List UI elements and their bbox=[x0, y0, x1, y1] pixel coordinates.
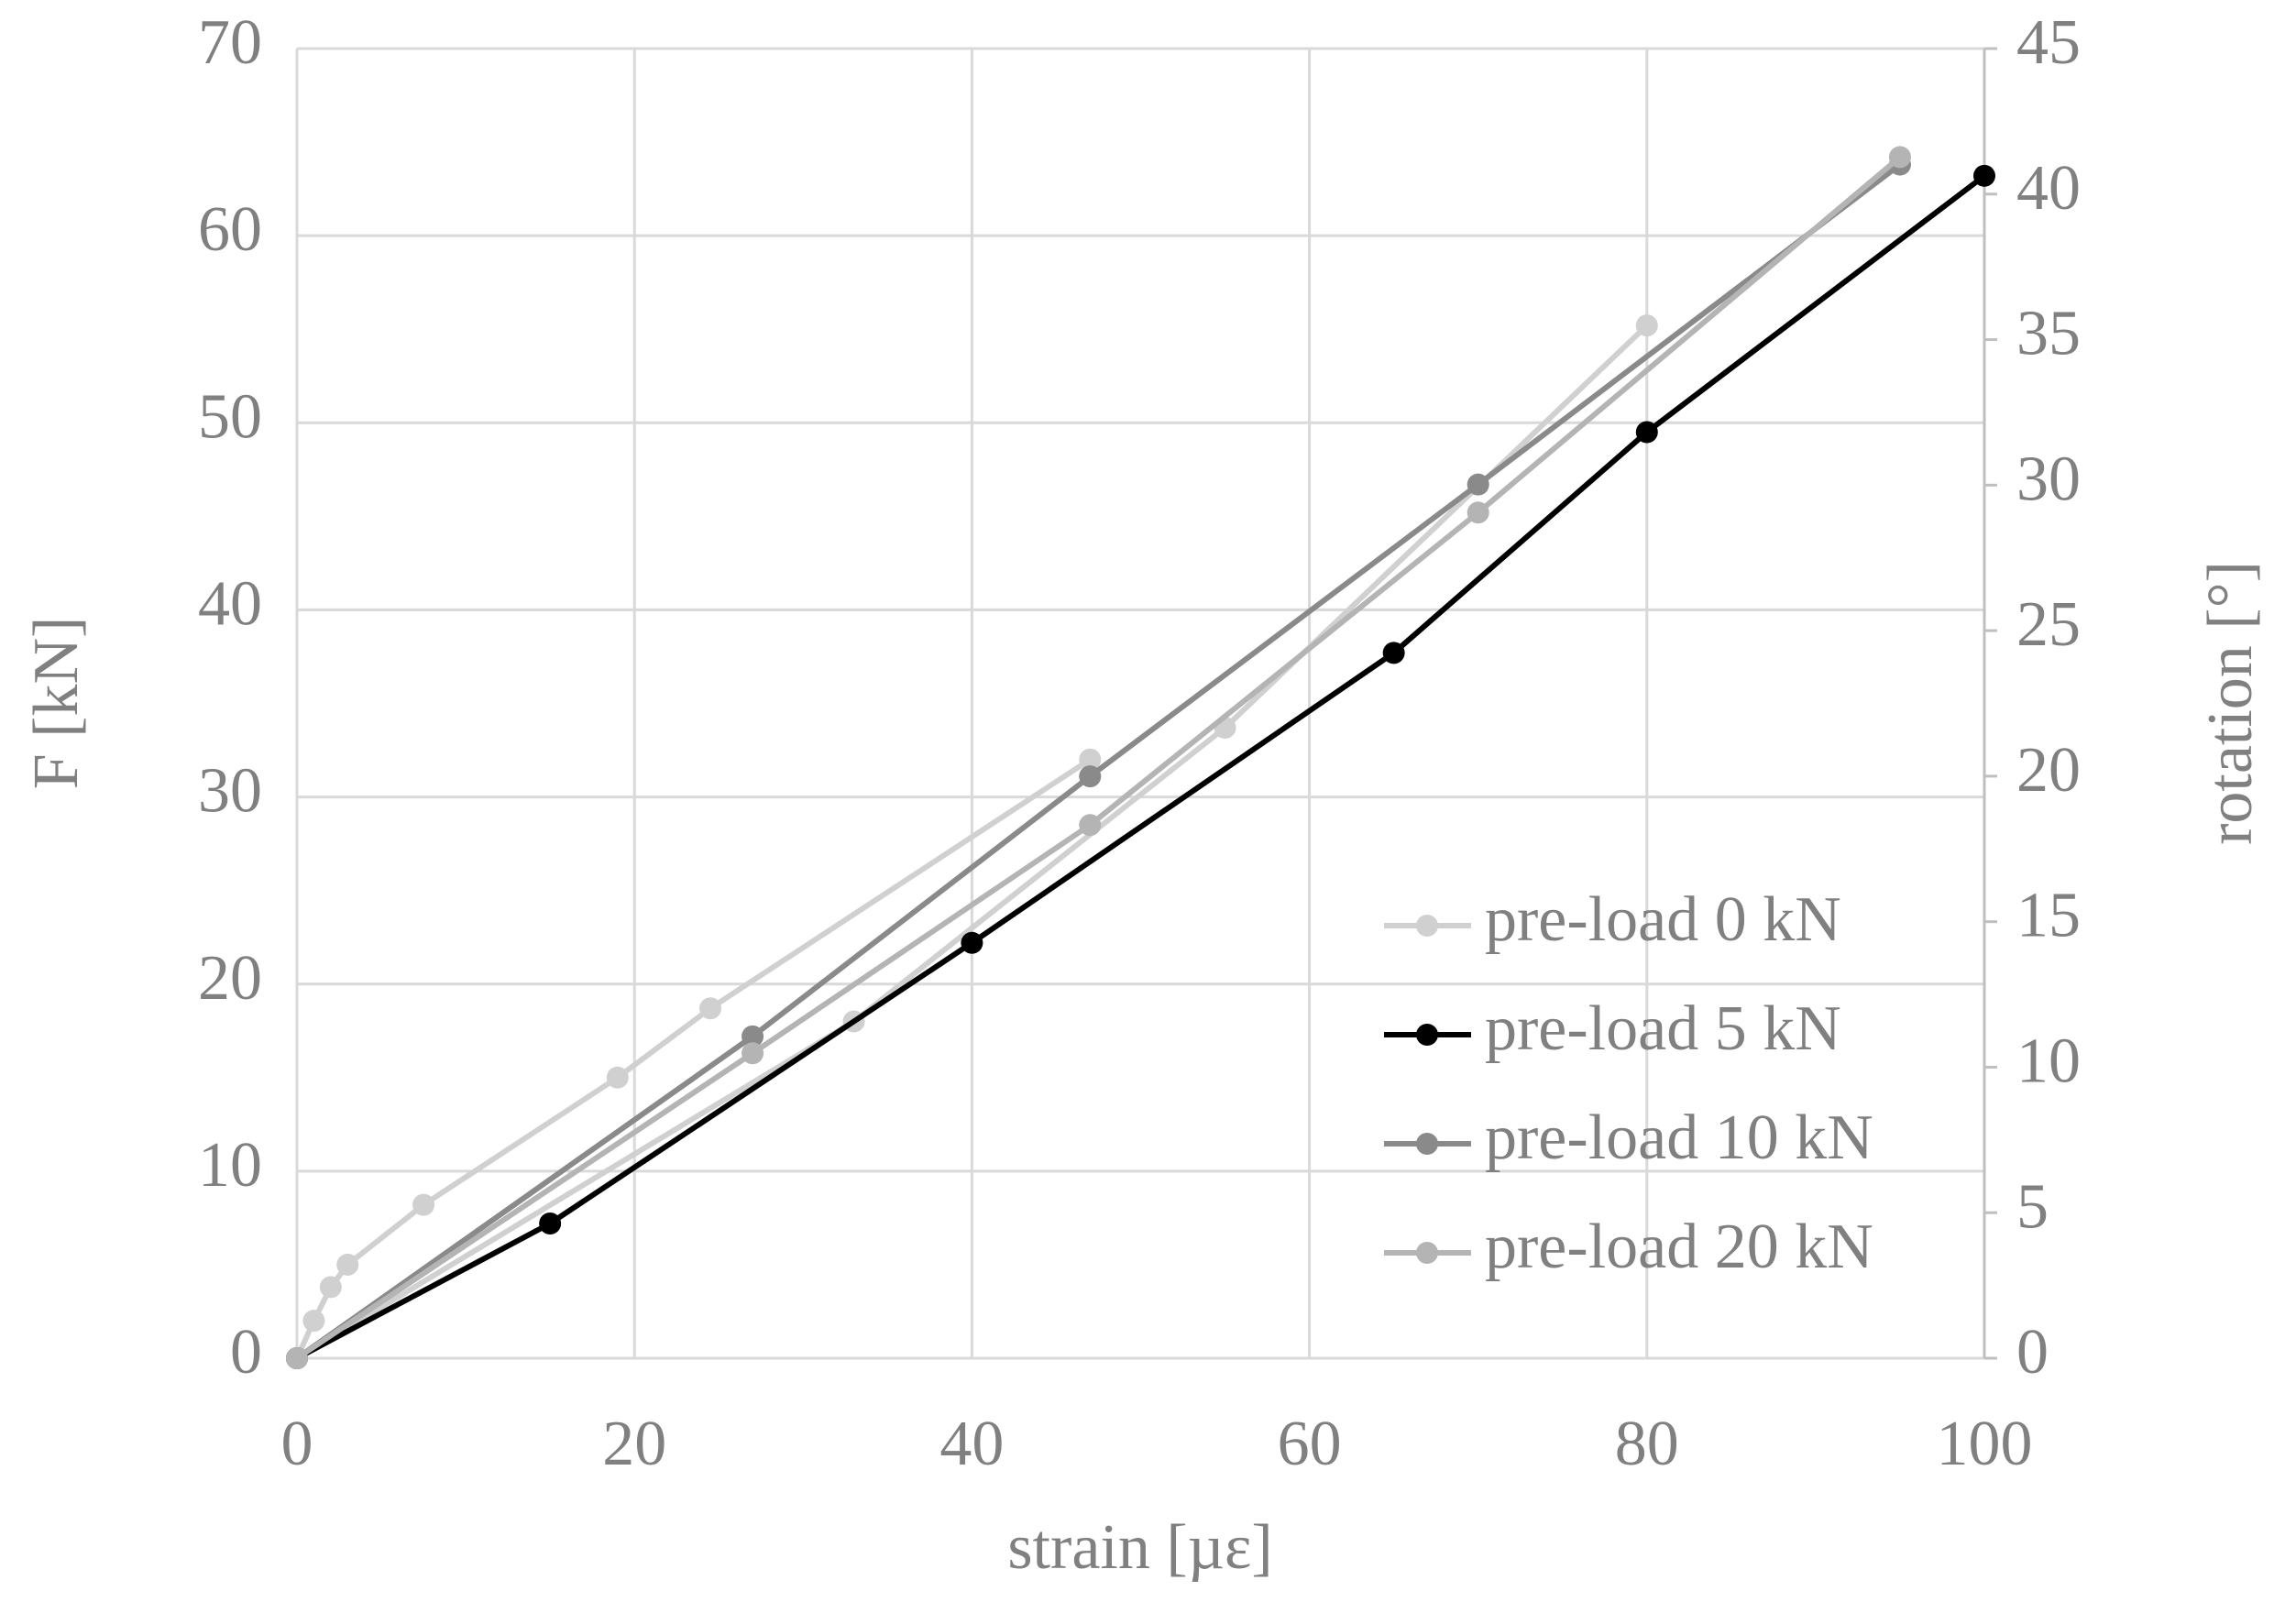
data-point bbox=[412, 1193, 435, 1216]
y2-tick-label: 45 bbox=[2016, 7, 2081, 78]
y2-axis-label: rotation [°] bbox=[2195, 561, 2266, 845]
y-axis-label: F [kN] bbox=[21, 617, 92, 790]
y2-tick-label: 15 bbox=[2016, 881, 2081, 951]
legend-label: pre-load 5 kN bbox=[1485, 993, 1841, 1064]
legend-marker bbox=[1416, 915, 1438, 937]
y2-tick-label: 0 bbox=[2016, 1317, 2049, 1388]
legend-marker bbox=[1416, 1133, 1438, 1155]
x-tick-label: 60 bbox=[1278, 1409, 1342, 1479]
y2-tick-label: 25 bbox=[2016, 589, 2081, 660]
data-point bbox=[302, 1310, 325, 1333]
y2-tick-label: 10 bbox=[2016, 1026, 2081, 1097]
y-tick-label: 40 bbox=[198, 568, 262, 639]
y-tick-label: 60 bbox=[198, 194, 262, 265]
data-point bbox=[742, 1025, 764, 1048]
data-point bbox=[539, 1213, 562, 1235]
series-line bbox=[295, 173, 1986, 1361]
legend-label: pre-load 0 kN bbox=[1485, 884, 1841, 955]
y2-tick-label: 30 bbox=[2016, 444, 2081, 514]
x-tick-label: 40 bbox=[939, 1409, 1004, 1479]
x-tick-label: 100 bbox=[1937, 1409, 2033, 1479]
y-tick-label: 20 bbox=[198, 943, 262, 1014]
data-point bbox=[1079, 814, 1102, 837]
y2-tick-label: 5 bbox=[2016, 1171, 2049, 1242]
y-tick-label: 30 bbox=[198, 756, 262, 827]
data-point bbox=[742, 1042, 764, 1065]
y2-tick-label: 35 bbox=[2016, 299, 2081, 369]
data-point bbox=[1467, 473, 1489, 496]
data-point bbox=[1635, 421, 1658, 444]
x-axis-label: strain [µε] bbox=[1007, 1512, 1272, 1583]
data-point bbox=[1467, 501, 1489, 524]
y2-tick-label: 40 bbox=[2016, 153, 2081, 224]
y-tick-label: 0 bbox=[230, 1317, 262, 1388]
legend-label: pre-load 20 kN bbox=[1485, 1212, 1873, 1282]
data-point bbox=[699, 997, 722, 1020]
data-point bbox=[1635, 314, 1658, 337]
data-point bbox=[336, 1253, 359, 1276]
data-point bbox=[1079, 748, 1102, 771]
x-tick-label: 0 bbox=[281, 1409, 313, 1479]
data-point bbox=[1973, 164, 1995, 187]
y-tick-label: 70 bbox=[198, 7, 262, 78]
legend-label: pre-load 10 kN bbox=[1485, 1103, 1873, 1173]
data-point bbox=[1382, 642, 1405, 664]
y-tick-label: 10 bbox=[198, 1130, 262, 1201]
legend-marker bbox=[1416, 1024, 1438, 1046]
y-tick-label: 50 bbox=[198, 381, 262, 452]
data-point bbox=[319, 1276, 342, 1299]
data-point bbox=[1888, 146, 1911, 169]
legend-marker bbox=[1416, 1242, 1438, 1264]
data-point bbox=[1079, 765, 1102, 788]
x-tick-label: 80 bbox=[1615, 1409, 1679, 1479]
x-tick-label: 20 bbox=[602, 1409, 666, 1479]
data-point bbox=[286, 1347, 308, 1369]
y2-tick-label: 20 bbox=[2016, 735, 2081, 806]
data-point bbox=[606, 1066, 629, 1089]
data-point bbox=[961, 931, 983, 954]
